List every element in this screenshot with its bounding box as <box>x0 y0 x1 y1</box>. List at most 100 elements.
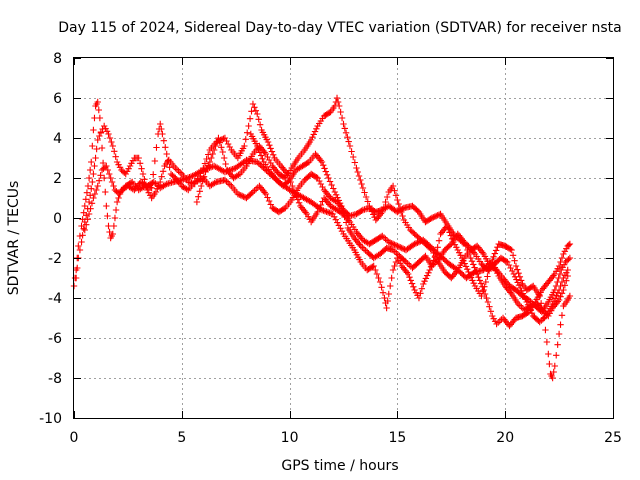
data-point <box>198 182 205 190</box>
x-axis-title: GPS time / hours <box>281 458 398 474</box>
data-point <box>92 154 99 162</box>
data-point <box>553 352 560 359</box>
data-point <box>379 208 386 216</box>
data-point <box>461 238 468 246</box>
data-point <box>566 254 574 262</box>
data-point <box>324 209 332 216</box>
data-point <box>264 138 272 146</box>
x-tick-labels: 0 5 10 15 20 25 <box>70 430 622 446</box>
data-point <box>157 120 164 128</box>
data-point <box>505 261 513 269</box>
data-point <box>79 232 86 239</box>
data-point <box>385 238 392 246</box>
data-point <box>517 277 525 284</box>
data-point <box>476 277 483 284</box>
data-point <box>373 270 381 278</box>
data-point <box>259 155 266 162</box>
data-point <box>433 212 440 220</box>
data-point <box>468 258 476 265</box>
data-point <box>83 189 91 196</box>
data-point <box>370 211 377 218</box>
data-point <box>336 200 344 207</box>
x-tick-label: 10 <box>281 430 299 446</box>
axis-ticks <box>74 58 614 419</box>
data-point <box>107 174 114 182</box>
data-point <box>110 222 118 230</box>
data-point <box>397 244 404 251</box>
data-point <box>175 167 182 175</box>
data-point <box>212 142 219 150</box>
data-point <box>472 267 480 274</box>
data-point <box>334 219 341 226</box>
data-point <box>245 122 252 130</box>
data-point <box>396 204 404 212</box>
data-point <box>258 163 266 170</box>
data-point <box>471 264 478 271</box>
data-point <box>262 190 270 198</box>
data-point <box>91 114 98 122</box>
y-tick-label: 2 <box>53 171 62 187</box>
data-point <box>162 144 169 151</box>
data-point <box>254 110 261 118</box>
data-point <box>358 207 365 214</box>
data-point <box>304 159 311 166</box>
data-point <box>255 146 262 153</box>
data-point <box>465 250 473 258</box>
y-tick-label: 8 <box>53 51 62 67</box>
data-point <box>82 196 90 203</box>
data-point <box>289 182 296 190</box>
data-point <box>435 211 443 218</box>
data-point <box>164 157 172 164</box>
data-point <box>473 270 481 278</box>
data-point <box>320 162 327 169</box>
data-point <box>163 150 170 158</box>
data-point <box>479 283 486 290</box>
data-point <box>108 178 116 186</box>
data-point <box>361 189 368 196</box>
data-point <box>517 284 524 292</box>
data-point <box>502 258 510 265</box>
data-point <box>387 239 394 246</box>
data-point <box>89 142 96 150</box>
data-point <box>80 225 87 232</box>
data-point <box>341 125 348 132</box>
data-point <box>378 284 385 291</box>
data-point <box>86 192 94 199</box>
y-tick-label: -4 <box>48 291 62 307</box>
data-point <box>564 266 571 274</box>
data-point <box>327 210 335 217</box>
data-point <box>114 189 122 196</box>
data-point <box>328 181 335 189</box>
data-point <box>313 174 320 181</box>
data-point <box>83 221 90 228</box>
data-point <box>200 164 207 172</box>
data-point <box>97 172 104 179</box>
data-point <box>229 165 236 173</box>
data-point <box>221 154 228 162</box>
y-tick-label: -2 <box>48 251 62 267</box>
data-point <box>357 176 364 184</box>
data-point <box>398 208 405 216</box>
data-point <box>431 213 438 220</box>
data-point <box>557 321 564 328</box>
data-point <box>313 125 320 132</box>
data-point <box>496 317 504 325</box>
data-point <box>549 300 556 308</box>
data-point <box>513 276 520 283</box>
data-point <box>477 280 485 287</box>
data-point <box>364 198 371 205</box>
data-point <box>395 243 403 250</box>
data-point <box>509 252 517 259</box>
data-point <box>332 216 339 223</box>
data-point <box>554 278 561 286</box>
data-point <box>464 266 471 273</box>
data-point <box>492 247 500 254</box>
data-point <box>358 180 365 188</box>
data-point <box>359 244 366 251</box>
data-point <box>399 212 406 220</box>
data-point <box>514 279 521 286</box>
data-point <box>88 200 96 207</box>
data-point <box>388 240 395 247</box>
data-point <box>321 165 328 172</box>
